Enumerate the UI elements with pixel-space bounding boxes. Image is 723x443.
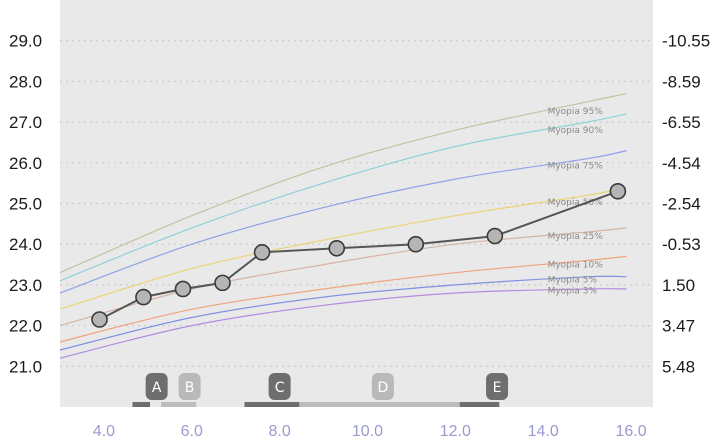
timeline-marker-label: E	[493, 380, 502, 396]
percentile-curve	[59, 93, 627, 274]
x-axis-tick-label: 8.0	[269, 423, 291, 440]
percentile-curves	[59, 93, 627, 359]
percentile-curve-label: Myopia 10%	[548, 261, 604, 271]
right-axis-tick-label: -10.55	[662, 32, 710, 51]
x-axis-tick-label: 14.0	[528, 423, 559, 440]
right-axis-tick-label: -4.54	[662, 154, 701, 173]
left-axis-tick-label: 27.0	[9, 113, 42, 132]
percentile-curve-label: Myopia 3%	[548, 287, 598, 297]
percentile-curve	[59, 255, 627, 343]
x-axis-tick-label: 16.0	[615, 423, 646, 440]
left-axis-tick-label: 29.0	[9, 32, 42, 51]
measurement-point	[214, 274, 231, 292]
measurement-point	[328, 239, 346, 257]
plot-background	[60, 0, 653, 407]
percentile-curve-label: Myopia 95%	[548, 107, 604, 117]
measurement-point	[91, 311, 108, 328]
timeline-marker-label: C	[275, 380, 285, 396]
right-axis-tick-label: -2.54	[662, 195, 701, 214]
timeline-marker-d: D	[371, 373, 394, 400]
timeline-marker-badge	[486, 373, 509, 400]
left-axis-tick-label: 28.0	[9, 72, 42, 91]
left-axis-tick-label: 23.0	[9, 276, 42, 295]
timeline-segment	[459, 402, 500, 407]
x-axis-ticks: 4.0 6.0 8.0 10.0 12.0 14.0 16.0	[93, 423, 647, 440]
percentile-curve	[59, 275, 627, 351]
timeline-marker-e: E	[486, 373, 509, 400]
percentile-curve-label: Myopia 90%	[548, 126, 604, 136]
x-axis-tick-label: 10.0	[352, 423, 383, 440]
left-axis-tick-label: 26.0	[9, 154, 42, 173]
timeline-marker-label: D	[377, 380, 388, 396]
timeline-marker-badge	[371, 373, 394, 400]
percentile-curve-label: Myopia 50%	[548, 198, 604, 208]
percentile-curve	[59, 113, 627, 282]
timeline-marker-badge	[178, 373, 201, 400]
timeline-segment	[132, 402, 151, 407]
treatment-timeline: A B C D E	[132, 373, 509, 407]
timeline-segment	[244, 402, 300, 407]
right-axis-tick-label: -6.55	[662, 113, 701, 132]
timeline-marker-badge	[145, 373, 168, 400]
percentile-curve-label: Myopia 75%	[548, 161, 604, 171]
measurement-point	[253, 244, 271, 261]
left-axis-tick-label: 24.0	[9, 235, 42, 254]
timeline-segment	[161, 402, 197, 407]
measurement-point	[135, 288, 152, 306]
left-axis-tick-label: 25.0	[9, 195, 42, 214]
percentile-curve	[59, 186, 627, 310]
percentile-curve-label: Myopia 25%	[548, 232, 604, 242]
right-axis-tick-label: 3.47	[662, 317, 695, 336]
x-axis-tick-label: 6.0	[181, 423, 203, 440]
right-axis-tick-label: -8.59	[662, 72, 701, 91]
measurement-point	[609, 182, 627, 200]
timeline-marker-c: C	[268, 373, 291, 400]
percentile-curve	[59, 227, 627, 327]
timeline-marker-a: A	[145, 373, 168, 400]
timeline-marker-label: B	[185, 380, 195, 396]
right-axis-tick-label: -0.53	[662, 235, 701, 254]
timeline-marker-b: B	[178, 373, 201, 400]
percentile-curve	[59, 288, 627, 359]
measurement-point	[407, 235, 425, 253]
x-axis-tick-label: 12.0	[440, 423, 471, 440]
right-axis-tick-label: 1.50	[662, 276, 695, 295]
measurement-series	[91, 182, 627, 328]
right-axis-ticks: -10.55 -8.59 -6.55 -4.54 -2.54 -0.53 1.50 3.47 5…	[662, 32, 710, 377]
timeline-marker-label: A	[152, 380, 162, 396]
x-axis-tick-label: 4.0	[93, 423, 115, 440]
left-axis-ticks: 29.0 28.0 27.0 26.0 25.0 24.0 23.0 22.0 21.0	[9, 32, 42, 377]
percentile-curve-labels: Myopia 95% Myopia 90% Myopia 75% Myopia 50%…	[548, 107, 604, 297]
percentile-curve	[59, 150, 627, 294]
measurement-point	[174, 280, 192, 298]
left-axis-tick-label: 22.0	[9, 317, 42, 336]
left-axis-tick-label: 21.0	[9, 357, 42, 376]
right-axis-tick-label: 5.48	[662, 357, 695, 376]
measurement-point	[486, 227, 504, 245]
timeline-segment	[299, 402, 460, 407]
percentile-curve-label: Myopia 5%	[548, 276, 598, 286]
timeline-marker-badge	[268, 373, 291, 400]
